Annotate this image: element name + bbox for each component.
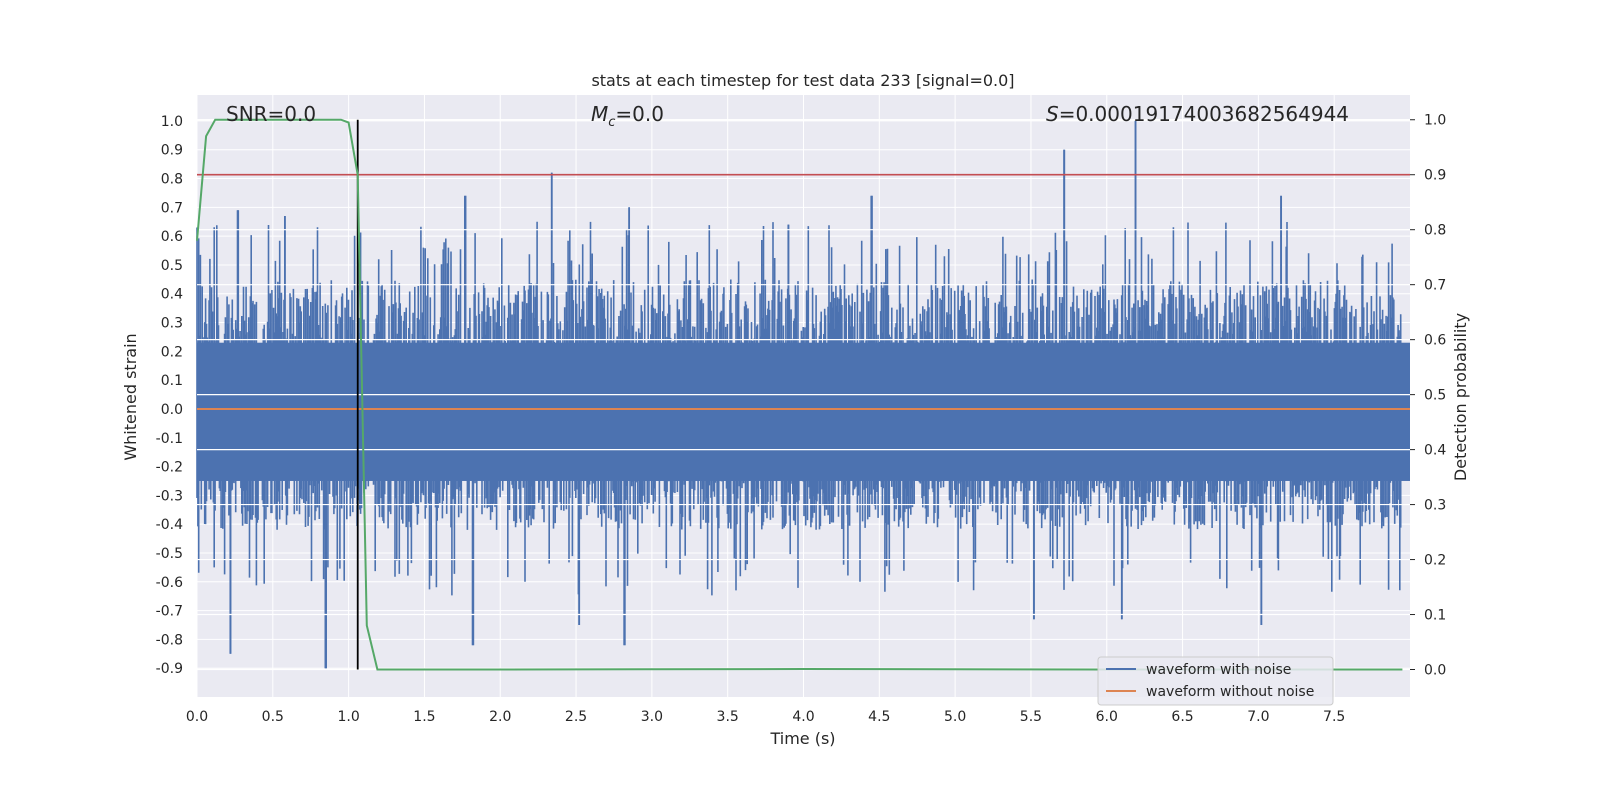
y-tick-label: -0.6 bbox=[156, 575, 183, 591]
y-tick-label: 0.8 bbox=[161, 172, 183, 188]
snr-annotation: SNR=0.0 bbox=[226, 102, 316, 126]
y2-tick-label: 0.4 bbox=[1424, 443, 1446, 459]
y-tick-label: -0.7 bbox=[156, 604, 183, 620]
y-tick-label: -0.5 bbox=[156, 546, 183, 562]
legend-label-clean: waveform without noise bbox=[1146, 684, 1314, 700]
y2-tick-label: 0.1 bbox=[1424, 608, 1446, 624]
y2-tick-label: 0.6 bbox=[1424, 333, 1446, 349]
y-tick-label: 0.7 bbox=[161, 200, 183, 216]
x-tick-label: 1.0 bbox=[337, 709, 359, 725]
x-tick-label: 7.0 bbox=[1247, 709, 1269, 725]
y-tick-label: -0.4 bbox=[156, 517, 183, 533]
y-axis-label: Whitened strain bbox=[121, 333, 140, 460]
y-tick-label: 0.5 bbox=[161, 258, 183, 274]
y-tick-label: 0.4 bbox=[161, 287, 183, 303]
y-tick-label: 0.6 bbox=[161, 229, 183, 245]
legend-box bbox=[1097, 656, 1334, 706]
x-tick-label: 5.0 bbox=[944, 709, 966, 725]
y2-tick-label: 0.0 bbox=[1424, 663, 1446, 679]
y-tick-label: -0.2 bbox=[156, 460, 183, 476]
y-tick-label: -0.9 bbox=[156, 661, 183, 677]
y-tick-label: 0.1 bbox=[161, 373, 183, 389]
x-tick-label: 6.5 bbox=[1171, 709, 1193, 725]
x-tick-label: 4.5 bbox=[868, 709, 890, 725]
y2-tick-label: 0.7 bbox=[1424, 278, 1446, 294]
y-tick-label: 1.0 bbox=[161, 114, 183, 130]
x-tick-label: 2.5 bbox=[565, 709, 587, 725]
y2-tick-label: 1.0 bbox=[1424, 113, 1446, 129]
y-tick-label: 0.9 bbox=[161, 143, 183, 159]
y2-tick-label: 0.8 bbox=[1424, 223, 1446, 239]
y-tick-label: 0.2 bbox=[161, 344, 183, 360]
y-tick-label: 0.3 bbox=[161, 316, 183, 332]
y-tick-label: -0.1 bbox=[156, 431, 183, 447]
x-axis-label: Time (s) bbox=[769, 729, 835, 748]
y2-tick-label: 0.2 bbox=[1424, 553, 1446, 569]
x-tick-label: 2.0 bbox=[489, 709, 511, 725]
x-tick-label: 1.5 bbox=[413, 709, 435, 725]
legend: waveform with noise waveform without noi… bbox=[1097, 656, 1334, 706]
x-tick-label: 0.5 bbox=[262, 709, 284, 725]
y-tick-label: 0.0 bbox=[161, 402, 183, 418]
y2-tick-label: 0.5 bbox=[1424, 388, 1446, 404]
ticks-layer: 0.0 0.5 1.0 1.5 2.0 2.5 3.0 3.5 4.0 4.5 5.0 5.5 6.0 6… bbox=[156, 113, 1447, 725]
y-tick-label: -0.8 bbox=[156, 632, 183, 648]
x-tick-label: 3.0 bbox=[641, 709, 663, 725]
noise-dense-band bbox=[197, 342, 1410, 481]
detection-probability-line bbox=[196, 118, 1403, 671]
x-tick-label: 0.0 bbox=[186, 709, 208, 725]
mc-annotation: Mc=0.0 bbox=[591, 102, 664, 130]
legend-label-noise: waveform with noise bbox=[1146, 662, 1291, 678]
y2-tick-label: 0.9 bbox=[1424, 168, 1446, 184]
x-tick-label: 3.5 bbox=[717, 709, 739, 725]
x-tick-label: 5.5 bbox=[1020, 709, 1042, 725]
y-tick-label: -0.3 bbox=[156, 488, 183, 504]
y2-axis-label: Detection probability bbox=[1451, 313, 1470, 481]
x-tick-label: 6.0 bbox=[1096, 709, 1118, 725]
x-tick-label: 7.5 bbox=[1323, 709, 1345, 725]
y2-tick-label: 0.3 bbox=[1424, 498, 1446, 514]
x-tick-label: 4.0 bbox=[792, 709, 814, 725]
chart-title: stats at each timestep for test data 233… bbox=[591, 71, 1014, 90]
s-annotation: S=0.00019174003682564944 bbox=[1046, 102, 1349, 126]
